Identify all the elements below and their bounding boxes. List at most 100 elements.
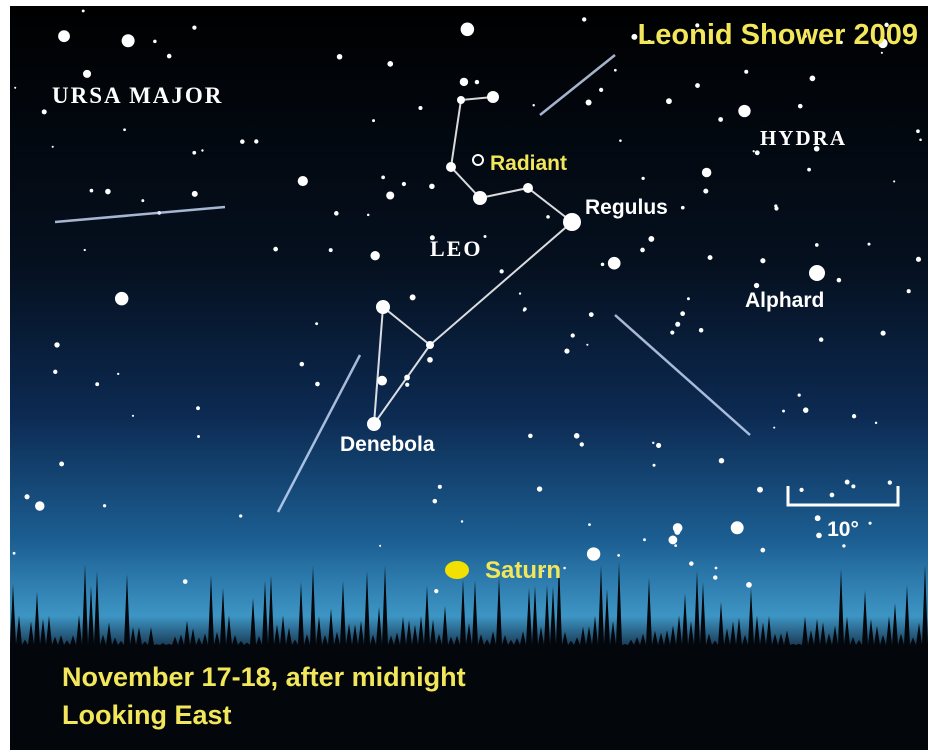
star — [718, 117, 723, 122]
footer-line: Looking East — [62, 700, 232, 730]
star — [868, 243, 871, 246]
star — [461, 23, 475, 37]
star — [586, 344, 588, 346]
star — [852, 414, 856, 418]
star — [773, 427, 775, 429]
star — [337, 54, 343, 60]
star — [919, 139, 922, 142]
star — [519, 292, 521, 294]
star — [816, 533, 822, 539]
star — [744, 70, 748, 74]
star — [815, 243, 819, 247]
star — [370, 251, 379, 260]
star — [830, 493, 835, 498]
star — [377, 376, 387, 386]
star — [875, 422, 877, 424]
star — [845, 480, 850, 485]
star — [574, 433, 580, 439]
star — [532, 104, 534, 106]
constellation-label: LEO — [430, 236, 482, 261]
star — [141, 199, 144, 202]
star — [13, 552, 16, 555]
star — [192, 191, 198, 197]
star — [689, 561, 693, 565]
constellation-label: URSA MAJOR — [52, 83, 223, 108]
star — [402, 182, 406, 186]
star — [681, 206, 685, 210]
star — [640, 248, 645, 253]
star — [14, 87, 16, 89]
star — [381, 175, 385, 179]
planet-label: Saturn — [485, 557, 561, 584]
star — [760, 548, 765, 553]
star — [893, 180, 895, 182]
star — [461, 520, 463, 522]
star — [427, 357, 433, 363]
star — [52, 146, 54, 148]
radiant-label: Radiant — [490, 152, 567, 175]
star — [196, 406, 200, 410]
star — [42, 109, 47, 114]
star — [315, 382, 320, 387]
star — [719, 458, 724, 463]
star — [731, 521, 744, 534]
scale-label: 10° — [827, 518, 859, 541]
star — [619, 139, 622, 142]
page: Leonid Shower 2009 URSA MAJOR HYDRA LEO … — [0, 0, 928, 750]
star — [167, 54, 172, 59]
star — [695, 83, 700, 88]
star — [132, 415, 134, 417]
star — [523, 307, 526, 310]
star-label: Regulus — [585, 196, 668, 219]
star — [115, 292, 128, 305]
star — [410, 294, 416, 300]
star — [546, 215, 550, 219]
star — [703, 189, 708, 194]
saturn-marker — [445, 561, 469, 579]
star — [587, 547, 600, 560]
star — [58, 30, 70, 42]
star — [774, 206, 778, 210]
star — [537, 486, 542, 491]
star — [460, 78, 468, 86]
star — [807, 168, 811, 172]
star — [240, 139, 245, 144]
star — [815, 515, 821, 521]
star — [434, 589, 438, 593]
star — [599, 88, 603, 92]
star — [842, 544, 845, 547]
star — [387, 61, 393, 67]
star — [90, 189, 94, 193]
star — [334, 211, 339, 216]
star — [475, 80, 479, 84]
star — [83, 70, 91, 78]
star-label: Alphard — [745, 289, 824, 312]
star — [589, 312, 594, 317]
star — [652, 442, 654, 444]
star — [500, 269, 504, 273]
star — [760, 258, 765, 263]
star — [586, 100, 592, 106]
star — [708, 255, 713, 260]
star — [881, 331, 886, 336]
star — [405, 383, 409, 387]
star — [803, 407, 808, 412]
star — [117, 373, 119, 375]
star — [95, 382, 99, 386]
star — [907, 289, 911, 293]
star — [617, 554, 620, 557]
star — [819, 337, 823, 341]
star — [810, 76, 816, 82]
star — [869, 522, 872, 525]
star — [614, 69, 617, 72]
star — [84, 249, 86, 251]
star — [631, 34, 637, 40]
star — [153, 40, 157, 44]
star — [799, 488, 803, 492]
star — [608, 257, 621, 270]
star — [438, 485, 442, 489]
star — [192, 25, 196, 29]
star — [753, 150, 755, 152]
star — [699, 328, 704, 333]
star — [755, 150, 760, 155]
